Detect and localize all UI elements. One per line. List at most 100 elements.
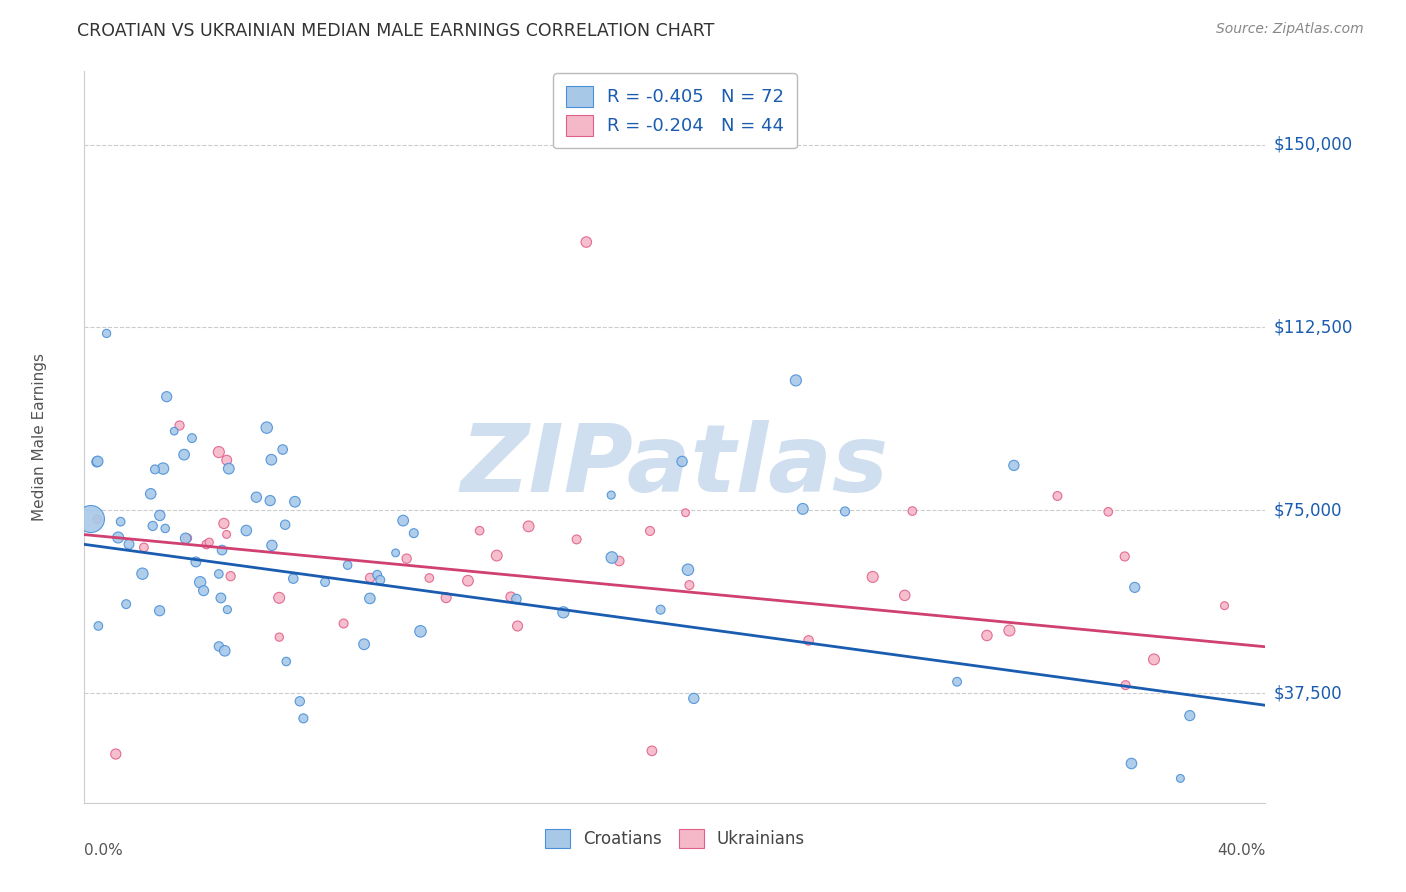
Point xyxy=(149,604,172,618)
Point xyxy=(118,537,141,551)
Point xyxy=(359,591,381,606)
Text: CROATIAN VS UKRAINIAN MEDIAN MALE EARNINGS CORRELATION CHART: CROATIAN VS UKRAINIAN MEDIAN MALE EARNIN… xyxy=(77,22,714,40)
Point xyxy=(142,519,165,533)
Point xyxy=(198,535,221,549)
Point xyxy=(517,519,540,533)
Point xyxy=(457,574,479,588)
Point xyxy=(163,424,186,438)
Point xyxy=(678,578,700,592)
Point xyxy=(115,597,138,611)
Point xyxy=(260,538,283,552)
Point xyxy=(156,390,179,404)
Point xyxy=(1121,756,1143,771)
Text: 0.0%: 0.0% xyxy=(84,843,124,858)
Point xyxy=(402,526,425,541)
Point xyxy=(259,493,281,508)
Point xyxy=(485,549,508,563)
Point xyxy=(292,711,315,725)
Point xyxy=(676,563,699,577)
Point xyxy=(418,571,440,585)
Legend: Croatians, Ukrainians: Croatians, Ukrainians xyxy=(537,821,813,856)
Point xyxy=(132,541,155,555)
Point xyxy=(862,570,884,584)
Point xyxy=(188,575,211,590)
Point xyxy=(110,515,132,529)
Point xyxy=(86,512,108,526)
Point xyxy=(209,591,232,605)
Point xyxy=(409,624,432,639)
Point xyxy=(641,744,664,758)
Point xyxy=(505,592,527,607)
Point xyxy=(506,619,529,633)
Point xyxy=(131,566,153,581)
Point xyxy=(195,537,218,551)
Point xyxy=(575,235,598,249)
Text: Source: ZipAtlas.com: Source: ZipAtlas.com xyxy=(1216,22,1364,37)
Point xyxy=(284,494,307,508)
Point xyxy=(86,455,108,469)
Point xyxy=(217,602,239,616)
Point xyxy=(143,462,166,476)
Point xyxy=(671,454,693,468)
Point xyxy=(139,487,162,501)
Point xyxy=(314,575,336,590)
Point xyxy=(176,531,198,545)
Point xyxy=(565,533,588,547)
Point xyxy=(269,630,291,644)
Point xyxy=(271,442,294,457)
Point xyxy=(976,628,998,642)
Point xyxy=(893,588,915,602)
Point xyxy=(366,567,388,582)
Point xyxy=(215,453,238,467)
Point xyxy=(607,554,630,568)
Point xyxy=(276,655,298,669)
Point xyxy=(468,524,491,538)
Point xyxy=(1178,708,1201,723)
Point xyxy=(208,445,231,459)
Point xyxy=(332,616,354,631)
Text: $37,500: $37,500 xyxy=(1274,684,1343,702)
Point xyxy=(1143,652,1166,666)
Point xyxy=(256,420,278,434)
Point xyxy=(384,546,406,560)
Point xyxy=(152,461,174,475)
Point xyxy=(834,504,856,518)
Point xyxy=(155,521,177,535)
Point xyxy=(283,572,305,586)
Point xyxy=(214,644,236,658)
Point xyxy=(600,488,623,502)
Point xyxy=(212,516,235,531)
Point xyxy=(359,571,381,585)
Point xyxy=(288,694,311,708)
Point xyxy=(1213,599,1236,613)
Point xyxy=(353,637,375,651)
Point xyxy=(946,674,969,689)
Point xyxy=(169,418,191,433)
Point xyxy=(174,531,197,545)
Point xyxy=(1046,489,1069,503)
Point xyxy=(998,624,1021,638)
Point xyxy=(650,602,672,616)
Point xyxy=(211,543,233,558)
Point xyxy=(392,514,415,528)
Point xyxy=(269,591,291,605)
Point xyxy=(682,691,704,706)
Point xyxy=(208,566,231,581)
Point xyxy=(218,461,240,475)
Point xyxy=(1002,458,1025,473)
Point xyxy=(208,640,231,654)
Point xyxy=(675,506,697,520)
Point xyxy=(638,524,661,538)
Text: Median Male Earnings: Median Male Earnings xyxy=(32,353,46,521)
Point xyxy=(336,558,359,573)
Text: $150,000: $150,000 xyxy=(1274,136,1353,153)
Point xyxy=(235,524,257,538)
Point xyxy=(87,619,110,633)
Point xyxy=(215,527,238,541)
Point xyxy=(1115,678,1137,692)
Point xyxy=(1123,581,1146,595)
Point xyxy=(193,583,215,598)
Point xyxy=(785,373,807,387)
Point xyxy=(149,508,172,523)
Text: ZIPatlas: ZIPatlas xyxy=(461,420,889,512)
